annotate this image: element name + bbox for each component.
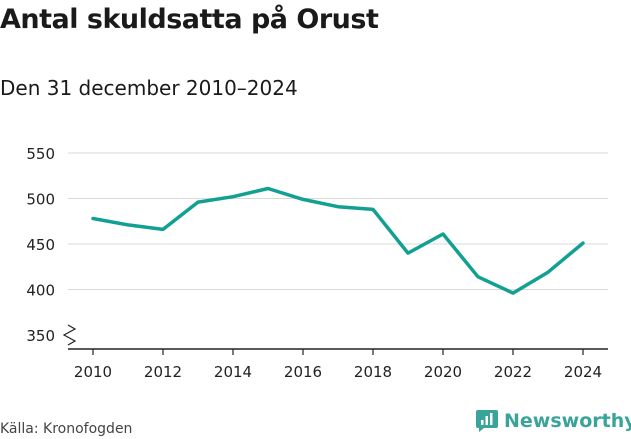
y-tick-label: 450 — [26, 236, 55, 254]
newsworthy-logo-icon — [476, 410, 498, 432]
data-point — [546, 270, 550, 274]
data-point — [301, 197, 305, 201]
source-note: Källa: Kronofogden — [0, 421, 133, 437]
y-tick-label: 500 — [26, 191, 55, 209]
x-tick-label: 2012 — [144, 363, 182, 381]
brand-logo: Newsworthy — [476, 410, 631, 432]
data-point — [126, 223, 130, 227]
y-tick-label: 550 — [26, 145, 55, 163]
data-point — [161, 227, 165, 231]
data-point — [336, 205, 340, 209]
axis-break-icon — [62, 324, 77, 346]
x-tick-label: 2016 — [284, 363, 322, 381]
chart-title: Antal skuldsatta på Orust — [0, 4, 379, 35]
line-chart: 350 400 450 500 550 2010 2012 2014 2016 2018 2020 2… — [26, 145, 608, 381]
x-tick-label: 2020 — [424, 363, 462, 381]
data-point — [266, 186, 270, 190]
data-point — [406, 251, 410, 255]
chart-subtitle: Den 31 december 2010–2024 — [0, 76, 298, 100]
x-tick-label: 2014 — [214, 363, 252, 381]
y-tick-label: 400 — [26, 282, 55, 300]
brand-name: Newsworthy — [504, 410, 631, 432]
series-line — [91, 186, 585, 295]
x-tick-label: 2018 — [354, 363, 392, 381]
data-point — [511, 291, 515, 295]
data-point — [91, 217, 95, 221]
data-point — [371, 207, 375, 211]
data-point — [231, 195, 235, 199]
x-tick-label: 2010 — [74, 363, 112, 381]
y-tick-label: 350 — [26, 327, 55, 345]
data-point — [441, 232, 445, 236]
x-tick-label: 2022 — [494, 363, 532, 381]
data-point — [476, 275, 480, 279]
data-point — [581, 241, 585, 245]
x-tick-label: 2024 — [564, 363, 602, 381]
data-point — [196, 200, 200, 204]
